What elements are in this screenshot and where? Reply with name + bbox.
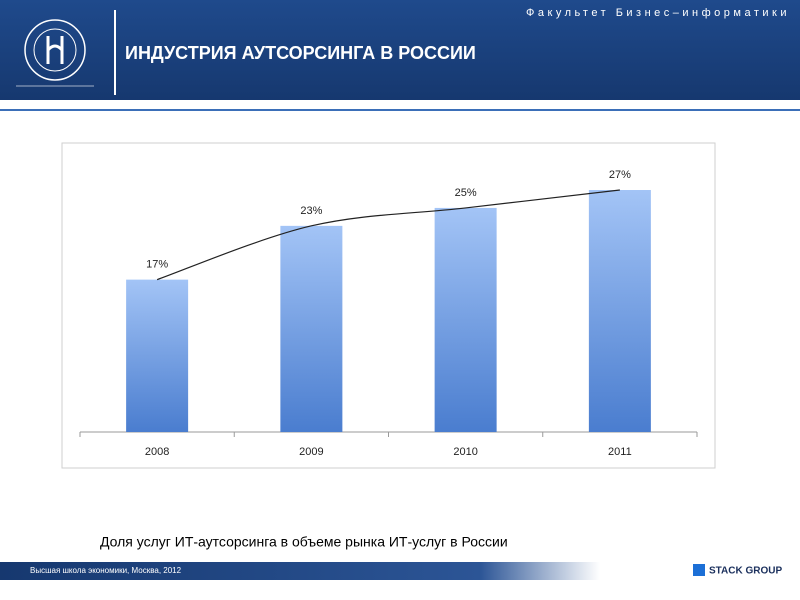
bar bbox=[126, 279, 189, 432]
bar bbox=[434, 207, 497, 432]
header-band bbox=[0, 0, 800, 100]
value-label: 17% bbox=[146, 259, 168, 271]
trend-line bbox=[156, 189, 620, 281]
bar bbox=[588, 190, 651, 432]
x-tick-label: 2008 bbox=[145, 446, 169, 458]
value-label: 25% bbox=[455, 187, 477, 199]
footer-band bbox=[0, 562, 800, 580]
bar bbox=[280, 225, 343, 432]
logo bbox=[16, 19, 94, 87]
brand: STACK GROUP bbox=[709, 566, 782, 577]
caption: Доля услуг ИТ-аутсорсинга в объеме рынка… bbox=[100, 534, 508, 550]
brand-icon bbox=[693, 564, 705, 576]
x-tick-label: 2009 bbox=[299, 446, 323, 458]
footer-text: Высшая школа экономики, Москва, 2012 bbox=[30, 566, 182, 575]
x-tick-label: 2010 bbox=[453, 446, 477, 458]
slide-title: ИНДУСТРИЯ АУТСОРСИНГА В РОССИИ bbox=[125, 43, 476, 63]
value-label: 27% bbox=[609, 169, 631, 181]
x-tick-label: 2011 bbox=[608, 446, 632, 458]
faculty: Факультет Бизнес–информатики bbox=[526, 7, 790, 19]
value-label: 23% bbox=[300, 205, 322, 217]
plot: 2008 17% 2009 23% 2010 25% 2011 27% bbox=[79, 169, 698, 458]
